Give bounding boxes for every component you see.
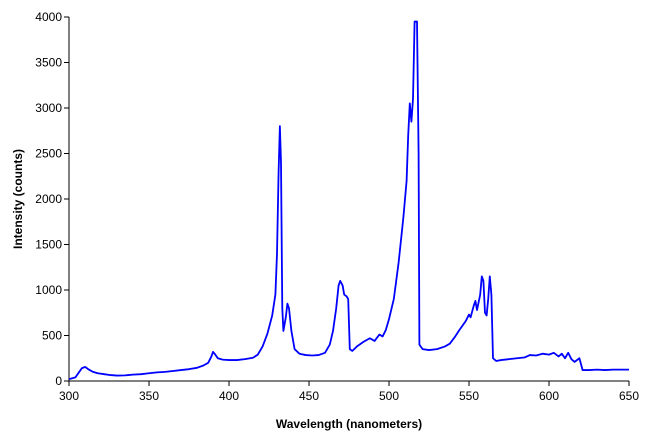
intensity-series-line [68,20,629,381]
x-tick-label: 300 [59,389,79,403]
y-tick-label: 3000 [35,101,62,115]
y-tick-label: 500 [42,329,62,343]
x-tick-label: 400 [219,389,239,403]
y-tick-label: 2000 [35,192,62,206]
x-tick-label: 600 [539,389,559,403]
x-tick-label: 650 [619,389,639,403]
y-tick-label: 2500 [35,147,62,161]
x-tick-label: 500 [379,389,399,403]
y-tick-label: 1000 [35,283,62,297]
y-tick-label: 4000 [35,10,62,24]
y-axis-title: Intensity (counts) [11,149,25,249]
plot-area [68,17,629,382]
y-tick-label: 0 [55,374,62,388]
x-tick-label: 350 [139,389,159,403]
x-axis-title: Wavelength (nanometers) [276,417,422,431]
y-tick-label: 1500 [35,238,62,252]
x-axis-ticks: 300 350 400 450 500 550 600 650 [59,381,639,403]
y-axis-ticks: 0 500 1000 1500 2000 2500 3000 3500 4000 [35,10,69,388]
y-tick-label: 3500 [35,56,62,70]
x-tick-label: 450 [299,389,319,403]
x-tick-label: 550 [459,389,479,403]
